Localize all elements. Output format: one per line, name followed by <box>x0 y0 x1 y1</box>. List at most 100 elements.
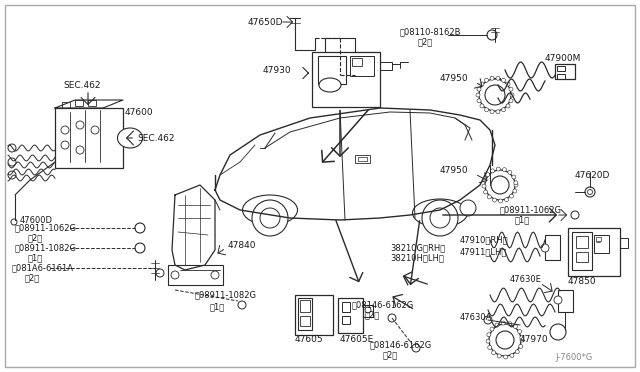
Text: 〈2〉: 〈2〉 <box>25 273 40 282</box>
Bar <box>55 108 123 168</box>
Circle shape <box>493 198 497 202</box>
Bar <box>358 157 367 161</box>
Circle shape <box>61 126 69 134</box>
Text: （2）: （2） <box>418 38 433 46</box>
Text: 47850: 47850 <box>568 278 596 286</box>
Circle shape <box>496 76 500 80</box>
Text: 38210H〈LH〉: 38210H〈LH〉 <box>390 253 444 263</box>
Circle shape <box>497 167 500 171</box>
Bar <box>558 290 573 312</box>
Circle shape <box>550 324 566 340</box>
Bar <box>380 62 392 70</box>
Text: 〈1〉: 〈1〉 <box>210 302 225 311</box>
Circle shape <box>514 183 518 187</box>
Text: SEC.462: SEC.462 <box>137 134 175 142</box>
Bar <box>295 295 333 335</box>
Circle shape <box>496 331 514 349</box>
Circle shape <box>135 243 145 253</box>
Bar <box>576 236 588 248</box>
Bar <box>557 74 565 79</box>
Circle shape <box>520 338 524 342</box>
Circle shape <box>501 321 505 325</box>
Circle shape <box>497 354 501 358</box>
Circle shape <box>479 79 511 111</box>
Circle shape <box>238 301 246 309</box>
Circle shape <box>487 30 497 40</box>
Text: ⓝ08911-1082G: ⓝ08911-1082G <box>195 291 257 299</box>
Circle shape <box>11 219 17 225</box>
Circle shape <box>171 271 179 279</box>
Circle shape <box>492 351 495 355</box>
Text: 47630E: 47630E <box>510 276 542 285</box>
Bar <box>363 305 373 317</box>
Circle shape <box>496 110 500 114</box>
Text: 47910〈RH〉: 47910〈RH〉 <box>460 235 509 244</box>
Circle shape <box>502 78 506 82</box>
Text: 47911〈LH〉: 47911〈LH〉 <box>460 247 508 257</box>
Text: ⓝ08911-1062G: ⓝ08911-1062G <box>15 224 77 232</box>
Circle shape <box>477 87 481 91</box>
Circle shape <box>508 170 512 174</box>
Circle shape <box>512 175 516 179</box>
Text: 47900M: 47900M <box>545 54 581 62</box>
Circle shape <box>508 322 512 326</box>
Text: Ⓑ081A6-6161A: Ⓑ081A6-6161A <box>12 263 74 273</box>
Circle shape <box>486 173 490 177</box>
Circle shape <box>504 198 509 202</box>
Circle shape <box>483 178 487 182</box>
Circle shape <box>8 144 16 152</box>
Circle shape <box>388 314 396 322</box>
Ellipse shape <box>319 78 341 92</box>
Text: 〈1〉: 〈1〉 <box>28 253 44 263</box>
Circle shape <box>485 85 505 105</box>
Text: 47950: 47950 <box>440 166 468 174</box>
Circle shape <box>484 190 488 194</box>
Text: 47930: 47930 <box>263 65 292 74</box>
Bar <box>338 298 363 333</box>
Circle shape <box>8 171 16 179</box>
Text: 47605E: 47605E <box>340 336 374 344</box>
Circle shape <box>490 76 494 80</box>
Bar <box>62 102 70 108</box>
Circle shape <box>8 158 16 166</box>
Circle shape <box>477 99 481 103</box>
Circle shape <box>518 330 522 334</box>
Bar <box>318 56 346 84</box>
Circle shape <box>520 336 524 340</box>
Text: 47950: 47950 <box>440 74 468 83</box>
Text: 38210G〈RH〉: 38210G〈RH〉 <box>390 244 445 253</box>
Circle shape <box>482 184 486 188</box>
Circle shape <box>480 82 484 86</box>
Bar <box>572 232 592 270</box>
Circle shape <box>422 200 458 236</box>
Bar <box>312 52 380 107</box>
Text: J-7600*G: J-7600*G <box>555 353 592 362</box>
Circle shape <box>412 344 420 352</box>
Circle shape <box>506 82 510 86</box>
Text: 〈1〉: 〈1〉 <box>515 215 531 224</box>
Circle shape <box>135 223 145 233</box>
Bar <box>300 316 310 326</box>
Circle shape <box>489 324 521 356</box>
Circle shape <box>460 200 476 216</box>
Bar <box>342 316 350 324</box>
Text: SEC.462: SEC.462 <box>63 80 100 90</box>
Circle shape <box>515 350 519 354</box>
Circle shape <box>513 189 517 193</box>
Circle shape <box>91 126 99 134</box>
Text: Ⓑ08146-6162G: Ⓑ08146-6162G <box>352 301 414 310</box>
Circle shape <box>252 200 288 236</box>
Circle shape <box>513 325 518 328</box>
Bar <box>545 235 560 260</box>
Text: 〈2〉: 〈2〉 <box>28 234 44 243</box>
Text: （2）: （2） <box>365 311 380 320</box>
Circle shape <box>76 121 84 129</box>
Bar <box>298 298 312 330</box>
Circle shape <box>490 169 495 173</box>
Bar <box>342 302 350 312</box>
Bar <box>594 235 609 253</box>
Text: 47630A: 47630A <box>460 314 492 323</box>
Circle shape <box>502 168 506 171</box>
Bar <box>576 252 588 262</box>
Text: 47650D: 47650D <box>248 17 284 26</box>
